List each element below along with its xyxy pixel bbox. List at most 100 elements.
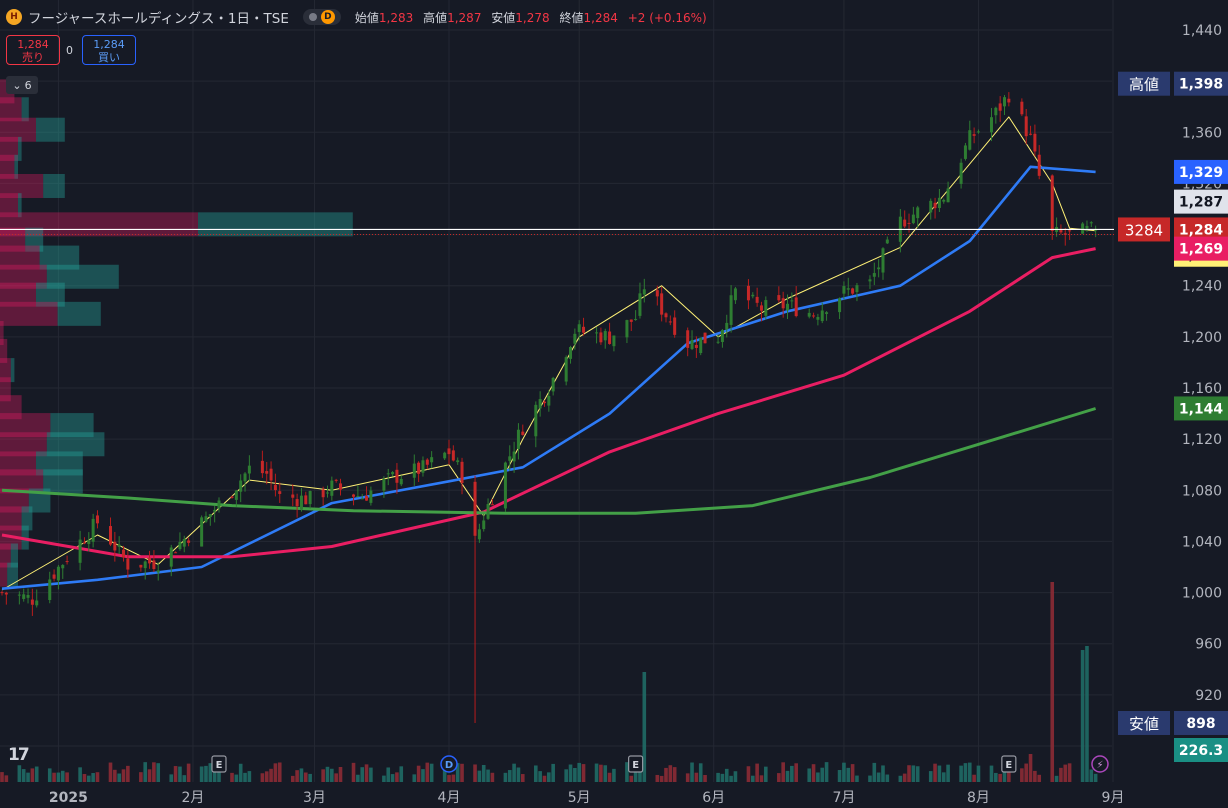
volume-bar	[542, 775, 547, 782]
candle-body	[1007, 98, 1011, 103]
volume-bar	[868, 775, 872, 782]
volume-bar	[625, 762, 629, 782]
symbol-title[interactable]: フージャースホールディングス・1日・TSE	[28, 11, 289, 27]
volume-bar	[703, 775, 707, 782]
time-axis[interactable]: 2025 2月 3月 4月 5月 6月 7月 8月 9月	[0, 782, 1228, 808]
volume-bar	[82, 774, 87, 782]
event-markers[interactable]: E D E E ⚡	[211, 755, 1109, 773]
price-scale-label: 1,269	[1174, 236, 1228, 261]
candle-body	[200, 517, 204, 547]
candle-body	[247, 465, 251, 474]
sell-button[interactable]: 1,284 売り	[6, 35, 60, 65]
price-label-box	[1174, 159, 1228, 184]
candle-body	[451, 450, 455, 461]
volume-bar	[534, 765, 538, 782]
volume-bar	[399, 766, 404, 782]
volume-bar	[308, 773, 312, 782]
candle-body	[156, 570, 160, 573]
volume-label-box	[1174, 738, 1228, 762]
grid-lines	[0, 0, 1114, 782]
indicator-toggle-button[interactable]: ⌄ 6	[6, 76, 38, 94]
candle-body	[360, 498, 364, 500]
volume-bar	[477, 770, 482, 782]
candle-body	[976, 131, 980, 133]
candle-body	[963, 145, 967, 159]
candle-body	[108, 526, 112, 545]
volume-bar	[811, 764, 816, 782]
volume-bar	[876, 772, 881, 782]
volume-bar	[503, 772, 508, 782]
profile-buy-bar	[36, 451, 83, 476]
volume-bar	[698, 763, 703, 782]
candle-body	[942, 199, 946, 202]
earnings-marker	[628, 755, 644, 773]
price-label-tag: 高値	[1129, 76, 1159, 94]
candle-body	[95, 515, 99, 524]
volume-bar	[260, 773, 265, 782]
volume-bar	[1063, 764, 1068, 782]
price-axis-bg	[1114, 0, 1228, 782]
buy-button[interactable]: 1,284 買い	[82, 35, 136, 65]
y-tick-label: 1,120	[1182, 432, 1222, 448]
candle-body	[369, 490, 373, 503]
volume-bar	[967, 762, 972, 782]
candle-body	[334, 479, 338, 481]
candle-body	[599, 332, 603, 343]
candle-body	[447, 448, 451, 455]
candle-body	[638, 293, 642, 316]
price-axis[interactable]: 8809209601,0001,0401,0801,1201,1601,2001…	[1114, 0, 1228, 782]
candle-body	[61, 565, 65, 569]
candle-body	[421, 460, 425, 473]
volume-bar	[156, 763, 161, 782]
volume-bar	[794, 763, 798, 782]
candlesticks	[0, 92, 1098, 723]
volume-bar	[933, 763, 937, 782]
volume-bar	[746, 766, 751, 782]
candle-body	[17, 594, 21, 596]
moving-average-line	[1, 165, 1096, 590]
volume-bar	[91, 773, 95, 782]
volume-bar	[4, 775, 9, 782]
symbol-logo-icon[interactable]: H	[6, 9, 22, 25]
candle-body	[490, 504, 494, 506]
candle-body	[881, 248, 885, 273]
volume-bar	[998, 773, 1002, 782]
volume-bar	[429, 763, 434, 782]
profile-buy-bar	[43, 173, 65, 198]
volume-bar	[295, 770, 299, 782]
volume-bar	[277, 762, 282, 782]
candle-body	[204, 516, 208, 522]
volume-bar	[269, 768, 273, 782]
volume-bar	[612, 768, 616, 782]
candle-body	[764, 300, 768, 316]
candle-body	[542, 401, 546, 404]
candle-body	[998, 103, 1002, 111]
current-price-line	[0, 228, 1120, 235]
split-marker-icon	[1091, 755, 1109, 773]
volume-bar	[34, 766, 39, 782]
volume-bar	[547, 772, 551, 782]
volume-bar	[30, 768, 35, 782]
volume-bar	[1067, 763, 1072, 782]
volume-bar	[204, 765, 208, 782]
tradingview-logo-icon[interactable]: 17	[8, 745, 30, 765]
volume-bar	[17, 765, 22, 782]
candle-body	[694, 344, 698, 348]
candle-body	[569, 346, 573, 359]
candle-body	[56, 566, 60, 581]
volume-bar	[664, 767, 668, 782]
volume-bar	[581, 764, 586, 782]
candle-body	[885, 239, 889, 244]
profile-sell-bar	[0, 193, 18, 218]
candle-body	[1068, 230, 1072, 232]
candle-body	[417, 462, 421, 474]
status-pill[interactable]: D	[302, 9, 341, 25]
volume-bar	[820, 767, 825, 782]
candle-body	[521, 431, 525, 435]
candle-body	[907, 222, 911, 224]
volume-bar	[551, 763, 555, 782]
profile-buy-bar	[50, 413, 94, 438]
x-tick-label: 8月	[967, 790, 990, 806]
candle-body	[260, 460, 264, 474]
